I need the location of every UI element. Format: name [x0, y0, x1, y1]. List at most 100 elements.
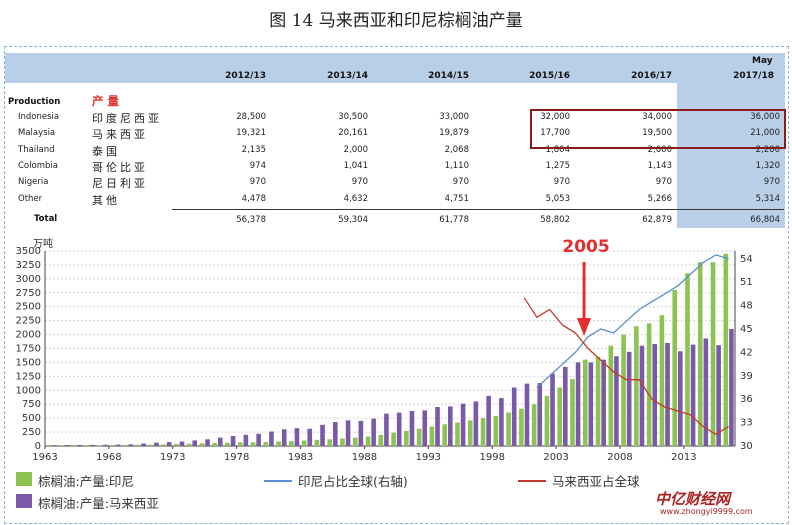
bar-indonesia	[442, 424, 447, 446]
row-label-en: Colombia	[18, 161, 58, 171]
bar-malaysia	[103, 444, 108, 446]
bar-malaysia	[166, 442, 172, 446]
table-cell: 970	[452, 177, 469, 187]
bar-indonesia	[122, 444, 128, 446]
bar-indonesia	[97, 445, 102, 446]
table-cell: 970	[351, 177, 368, 187]
bar-indonesia	[723, 253, 729, 446]
y2-tick-label: 54	[740, 254, 753, 265]
bar-malaysia	[486, 395, 491, 446]
bar-malaysia	[639, 345, 645, 446]
x-tick-label: 2008	[607, 452, 632, 463]
bar-indonesia	[250, 442, 256, 446]
y2-tick-label: 33	[740, 418, 753, 429]
bar-indonesia	[467, 420, 473, 446]
year-header-6: 2017/18	[733, 71, 774, 81]
total-value-4: 58,802	[540, 215, 570, 225]
bar-malaysia	[179, 441, 185, 446]
bar-malaysia	[77, 444, 83, 446]
bar-indonesia	[557, 387, 562, 446]
bar-malaysia	[422, 410, 428, 446]
table-cell: 5,266	[647, 194, 672, 204]
x-tick-label: 2013	[671, 452, 696, 463]
total-rule	[172, 209, 784, 210]
y2-tick-label: 51	[740, 277, 753, 288]
bar-indonesia	[225, 442, 230, 446]
bar-malaysia	[294, 428, 300, 446]
table-cell: 1,804	[545, 145, 570, 155]
watermark-url: www.zhongyi9999.com	[660, 507, 753, 516]
y-tick-label: 1500	[16, 357, 41, 368]
bar-indonesia	[135, 444, 141, 446]
annotation-arrow-head	[577, 318, 592, 336]
bar-malaysia	[205, 439, 210, 446]
bar-indonesia	[327, 439, 332, 446]
table-cell: 17,700	[540, 128, 570, 138]
total-value-1: 56,378	[236, 215, 266, 225]
bar-indonesia	[46, 445, 51, 446]
bar-indonesia	[621, 334, 626, 446]
table-cell: 19,500	[642, 128, 672, 138]
row-label-en: Other	[18, 194, 43, 204]
row-label-en: Malaysia	[18, 128, 56, 138]
bar-malaysia	[575, 362, 581, 446]
y2-tick-label: 42	[740, 347, 753, 358]
bar-malaysia	[371, 418, 376, 446]
bar-indonesia	[161, 444, 166, 446]
bar-indonesia	[199, 443, 205, 446]
may-column-band	[677, 53, 785, 228]
table-cell: 32,000	[540, 112, 570, 122]
table-cell: 34,000	[642, 112, 672, 122]
legend-indonesia-share: 印尼占比全球(右轴)	[298, 474, 408, 489]
legend-line-indonesia	[264, 480, 292, 482]
bar-malaysia	[511, 387, 517, 446]
bar-indonesia	[365, 436, 371, 446]
y-tick-label: 250	[22, 427, 41, 438]
bar-indonesia	[455, 422, 460, 446]
table-cell: 2,068	[444, 145, 469, 155]
table-cell: 2,200	[755, 145, 780, 155]
bar-indonesia	[263, 441, 269, 446]
legend-line-malaysia	[518, 480, 546, 482]
bar-malaysia	[499, 398, 504, 446]
y-tick-label: 2000	[16, 330, 41, 341]
line-indonesia-share	[536, 254, 729, 388]
year-header-5: 2016/17	[631, 71, 672, 81]
bar-indonesia	[352, 437, 358, 446]
bar-malaysia	[320, 424, 325, 446]
bar-malaysia	[128, 444, 134, 446]
table-cell: 970	[553, 177, 570, 187]
bar-malaysia	[716, 345, 721, 446]
table-cell: 4,478	[241, 194, 266, 204]
bar-malaysia	[448, 406, 453, 446]
bar-malaysia	[396, 412, 402, 446]
bar-malaysia	[588, 362, 594, 446]
row-label-zh: 其他	[92, 194, 120, 207]
table-cell: 36,000	[750, 112, 780, 122]
bar-indonesia	[148, 444, 154, 446]
bar-malaysia	[550, 373, 555, 446]
bar-indonesia	[608, 345, 614, 446]
bar-malaysia	[703, 338, 709, 446]
y2-tick-label: 45	[740, 324, 753, 335]
bar-indonesia	[506, 412, 511, 446]
y-tick-label: 3000	[16, 274, 41, 285]
bar-malaysia	[690, 344, 696, 446]
x-tick-label: 1993	[416, 452, 441, 463]
table-cell: 2,135	[241, 145, 266, 155]
total-value-3: 61,778	[439, 215, 469, 225]
x-tick-label: 1973	[160, 452, 185, 463]
watermark-logo: 中亿财经网	[655, 490, 731, 508]
bar-malaysia	[537, 383, 543, 446]
table-cell: 2,000	[647, 145, 672, 155]
y-unit-label: 万吨	[33, 237, 53, 250]
bar-malaysia	[678, 351, 683, 446]
total-value-5: 62,879	[642, 215, 672, 225]
y-tick-label: 1000	[16, 385, 41, 396]
y-tick-label: 1250	[16, 371, 41, 382]
bar-indonesia	[519, 408, 524, 446]
bar-malaysia	[90, 444, 95, 446]
row-label-zh: 马来西亚	[92, 128, 148, 141]
x-tick-label: 1963	[32, 452, 57, 463]
y-tick-label: 750	[22, 399, 41, 410]
